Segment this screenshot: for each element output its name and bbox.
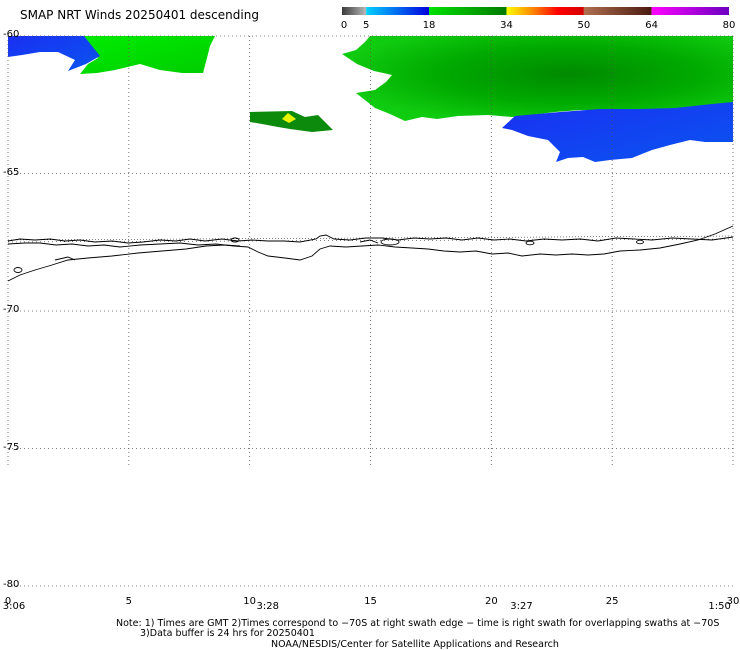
coastline-inner <box>7 225 734 261</box>
longitude-tick-label: 15 <box>364 596 377 607</box>
wind-swath-east <box>342 36 733 162</box>
wind-area-yellow <box>282 113 296 123</box>
map-title: SMAP NRT Winds 20250401 descending <box>20 8 259 22</box>
wind-area-blue <box>8 36 100 71</box>
colorbar-segment <box>429 7 507 15</box>
latitude-tick-label: -80 <box>3 579 20 590</box>
longitude-tick-label: 10 <box>243 596 257 607</box>
swath-time-label: 3:28 <box>256 601 279 612</box>
wind-area-green-east <box>342 36 733 121</box>
latitude-tick-label: -70 <box>3 304 20 315</box>
longitude-tick-label: 0 <box>4 596 12 607</box>
antarctic-coastline <box>7 225 734 282</box>
colorbar-segment <box>342 7 367 15</box>
colorbar-segment <box>506 7 584 15</box>
colorbar-segment <box>366 7 430 15</box>
wind-speed-colorbar <box>342 7 729 15</box>
latitude-tick-label: -60 <box>3 29 20 40</box>
wind-area-blue-east <box>502 102 733 162</box>
longitude-tick-label: 30 <box>726 596 740 607</box>
ice-shelf-edge <box>7 234 734 244</box>
colorbar-tick-label: 0 <box>340 20 348 31</box>
colorbar-segment <box>651 7 729 15</box>
longitude-tick-label: 25 <box>605 596 619 607</box>
longitude-tick-label: 20 <box>484 596 498 607</box>
coastline-southwest <box>7 244 241 282</box>
wind-swath-northwest <box>8 36 215 74</box>
lat-lon-gridlines <box>7 35 734 587</box>
note-line-2: 3)Data buffer is 24 hrs for 20250401 <box>140 628 315 639</box>
latitude-tick-label: -75 <box>3 441 20 453</box>
swath-time-label: 1:50 <box>708 601 731 612</box>
colorbar-tick-label: 18 <box>422 20 436 31</box>
colorbar-tick-label: 34 <box>500 20 513 31</box>
colorbar-tick-label: 5 <box>363 20 370 31</box>
swath-time-label: 3:27 <box>510 601 533 612</box>
colorbar-tick-label: 50 <box>577 20 591 31</box>
wind-area-green <box>60 36 215 74</box>
note-line-1: Note: 1) Times are GMT 2)Times correspon… <box>116 618 720 629</box>
longitude-tick-label: 5 <box>125 596 133 607</box>
colorbar-tick-label: 64 <box>645 20 658 31</box>
credit-line: NOAA/NESDIS/Center for Satellite Applica… <box>271 639 559 650</box>
colorbar-tick-label: 80 <box>722 20 736 31</box>
latitude-tick-label: -65 <box>3 166 20 178</box>
ice-shelf-hatching <box>7 235 734 243</box>
swath-time-label: 3:06 <box>2 601 26 612</box>
colorbar-segment <box>583 7 652 15</box>
wind-swath-small-patch <box>250 111 333 132</box>
